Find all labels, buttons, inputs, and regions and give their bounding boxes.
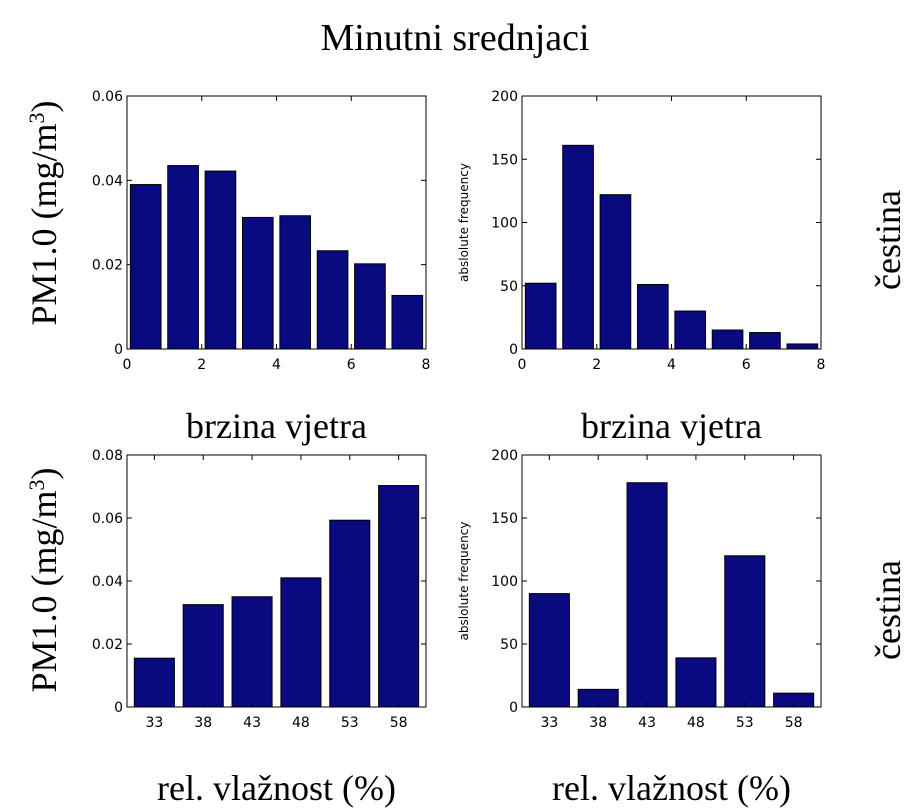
bar [167, 165, 199, 350]
y-tick-label: 0 [114, 342, 123, 358]
x-tick-label: 53 [736, 715, 754, 731]
bar [279, 215, 312, 350]
y-tick-label: 100 [491, 574, 518, 590]
x-tick-label: 8 [422, 357, 431, 373]
figure-title: Minutni srednjaci [320, 17, 589, 59]
bar [354, 263, 386, 350]
x-tick-label: 33 [540, 715, 558, 731]
bar [329, 519, 371, 708]
x-tick-label: 48 [292, 715, 310, 731]
x-axis-label: rel. vlažnost (%) [157, 768, 396, 808]
y-tick-label: 150 [491, 152, 518, 168]
bar [316, 250, 349, 350]
bar [231, 596, 273, 708]
bar [204, 170, 237, 350]
y-tick-label: 0.06 [92, 89, 123, 105]
right-label-top: čestina [868, 190, 905, 290]
bar [675, 657, 717, 708]
bar [636, 283, 669, 350]
bar [524, 282, 557, 350]
bar [182, 604, 224, 708]
x-tick-label: 58 [785, 715, 803, 731]
x-tick-label: 4 [272, 357, 281, 373]
x-tick-label: 53 [341, 715, 359, 731]
y-tick-label: 100 [491, 216, 518, 232]
x-tick-label: 6 [347, 357, 356, 373]
y-tick-label: 150 [491, 511, 518, 527]
x-tick-label: 38 [194, 715, 212, 731]
bar [786, 343, 819, 350]
bar [626, 482, 668, 708]
x-tick-label: 4 [667, 357, 676, 373]
x-axis-label: rel. vlažnost (%) [552, 768, 791, 808]
y-tick-label: 0.02 [92, 637, 123, 653]
x-tick-label: 43 [638, 715, 656, 731]
x-axis-label: brzina vjetra [186, 406, 367, 446]
x-tick-label: 38 [589, 715, 607, 731]
y-tick-label: 200 [491, 448, 518, 464]
bar [674, 310, 707, 350]
bar [280, 577, 322, 708]
bar [133, 657, 175, 708]
x-tick-label: 48 [687, 715, 705, 731]
x-tick-label: 6 [742, 357, 751, 373]
bar [724, 555, 766, 708]
bar [599, 194, 632, 350]
bar [378, 485, 420, 708]
x-tick-label: 33 [145, 715, 163, 731]
y-tick-label: 50 [500, 637, 518, 653]
x-tick-label: 0 [123, 357, 132, 373]
row-label-bottom: PM1.0 (mg/m3) [24, 467, 64, 692]
x-tick-label: 8 [817, 357, 826, 373]
y-tick-label: 0.06 [92, 511, 123, 527]
x-tick-label: 2 [197, 357, 206, 373]
y-tick-label: 0.02 [92, 258, 123, 274]
y-tick-label: 50 [500, 279, 518, 295]
y-tick-label: 0.08 [92, 448, 123, 464]
bar [241, 216, 274, 350]
bar [129, 184, 162, 350]
x-tick-label: 0 [518, 357, 527, 373]
right-label-bottom: čestina [868, 560, 905, 660]
x-tick-label: 58 [390, 715, 408, 731]
x-tick-label: 43 [243, 715, 261, 731]
chart-humidity-concentration: 33 38 43 48 53 58 0 0.02 0.04 0.06 0.08 rel. vlažno… [92, 448, 427, 808]
bar [528, 593, 570, 708]
chart-wind-concentration: 0 2 4 6 8 0 0.02 0.04 0.06 brzina vjetra [92, 89, 431, 446]
y-tick-label: 0 [509, 700, 518, 716]
bar [562, 144, 594, 350]
y-tick-label: 200 [491, 89, 518, 105]
y-axis-label: abslolute frequency [457, 163, 471, 282]
x-axis-label: brzina vjetra [581, 406, 762, 446]
y-tick-label: 0 [114, 700, 123, 716]
y-tick-label: 0.04 [92, 574, 123, 590]
bar [391, 294, 424, 350]
bar [711, 329, 744, 350]
bar [749, 332, 781, 350]
row-label-top: PM1.0 (mg/m3) [24, 100, 64, 325]
y-tick-label: 0 [509, 342, 518, 358]
chart-humidity-frequency: 33 38 43 48 53 58 0 50 100 150 200 rel. vlažnost (%… [457, 448, 822, 808]
y-axis-label: abslolute frequency [457, 522, 471, 641]
chart-wind-frequency: 0 2 4 6 8 0 50 100 150 200 brzina vjetra abslolute … [457, 89, 825, 446]
x-tick-label: 2 [592, 357, 601, 373]
y-tick-label: 0.04 [92, 173, 123, 189]
